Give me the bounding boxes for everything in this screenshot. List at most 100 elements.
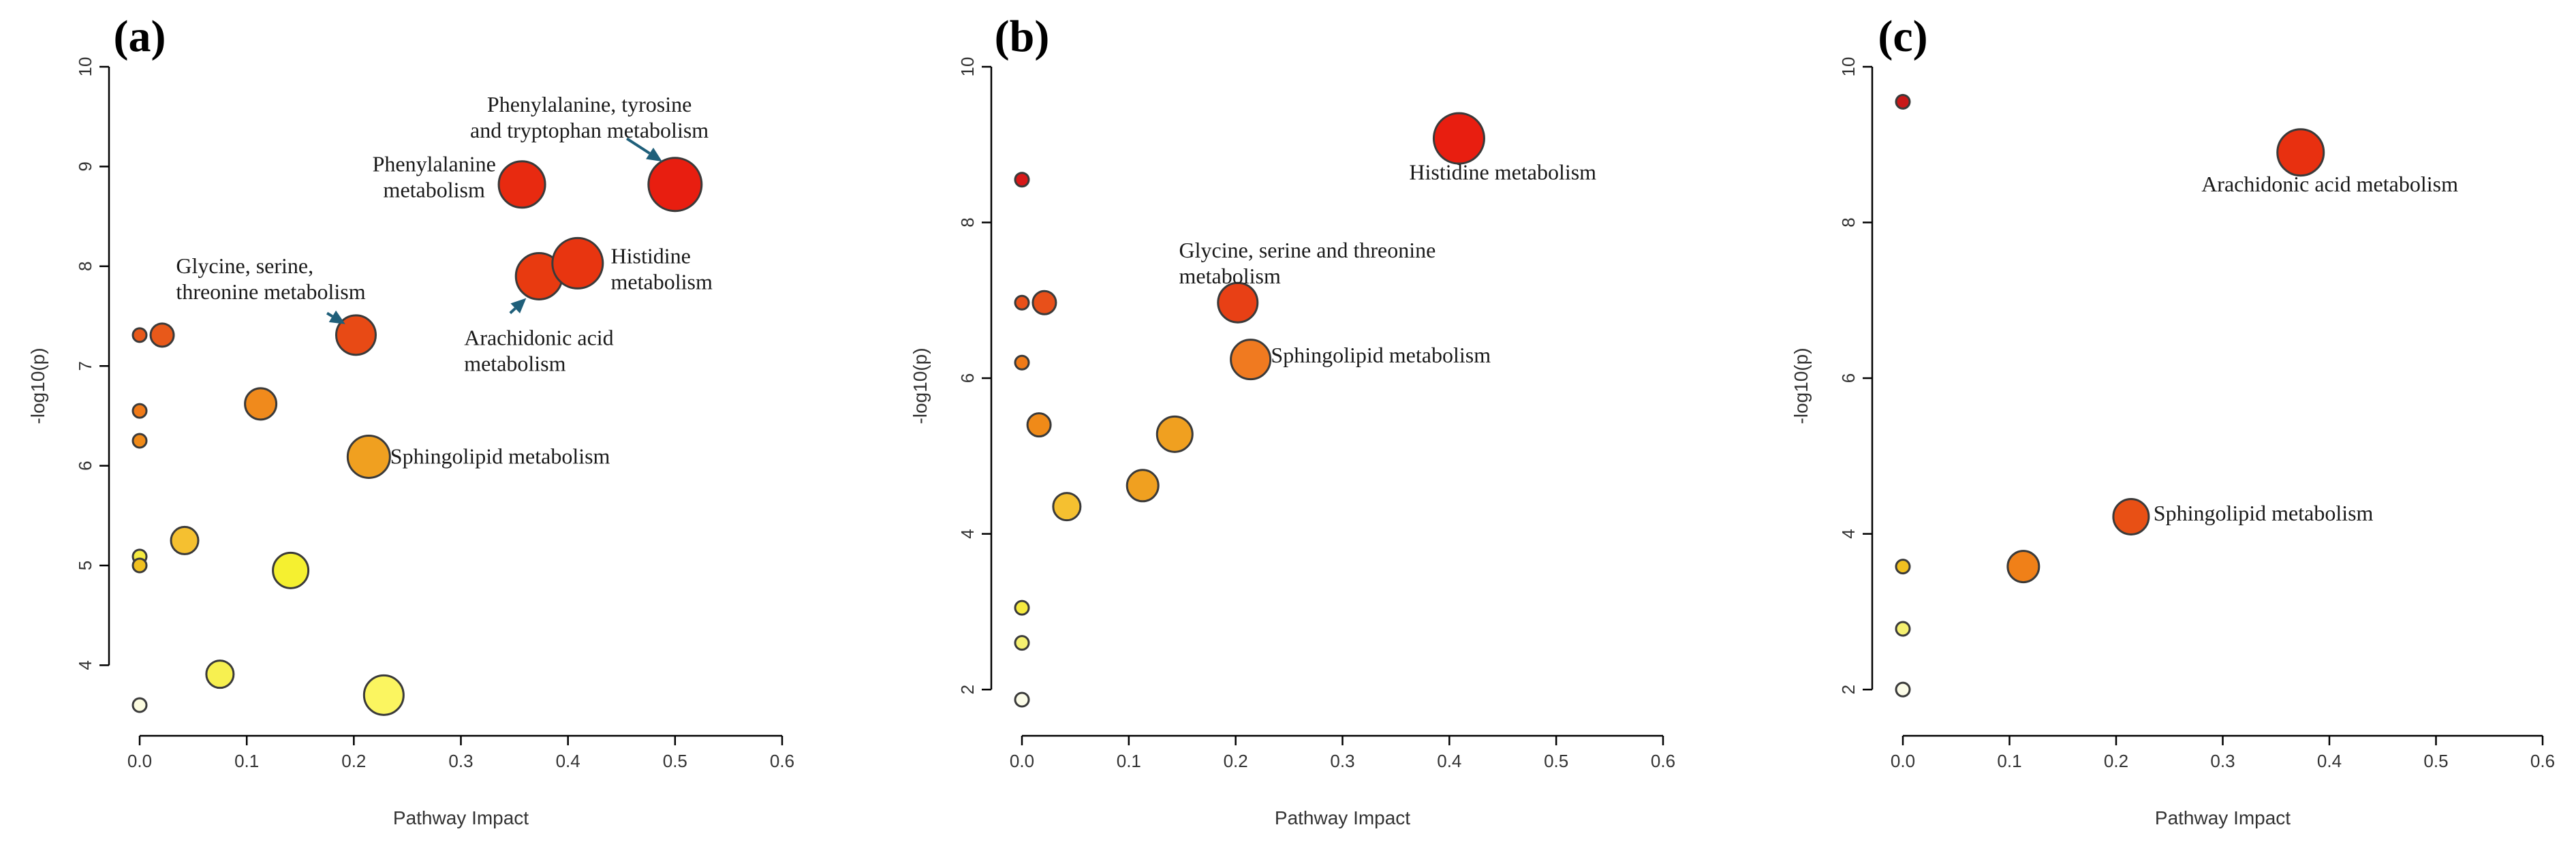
annotation-arrow bbox=[509, 307, 516, 315]
y-tick-label: 8 bbox=[75, 262, 95, 271]
y-tick-label: 2 bbox=[1838, 685, 1859, 694]
x-tick-label: 0.4 bbox=[2317, 751, 2342, 771]
x-tick-label: 0.3 bbox=[1330, 751, 1354, 771]
data-point bbox=[205, 659, 235, 689]
x-axis-title: Pathway Impact bbox=[2155, 807, 2291, 828]
data-point bbox=[1014, 600, 1030, 616]
y-tick-label: 5 bbox=[75, 561, 95, 570]
data-point bbox=[1014, 354, 1030, 371]
data-point bbox=[170, 525, 200, 555]
x-axis-title: Pathway Impact bbox=[393, 807, 529, 828]
panel-label: (a) bbox=[114, 12, 166, 61]
data-point bbox=[131, 697, 148, 713]
x-tick-label: 0.2 bbox=[2104, 751, 2128, 771]
data-point bbox=[1014, 635, 1030, 651]
x-tick-label: 0.6 bbox=[1651, 751, 1675, 771]
annotation-label: Sphingolipid metabolism bbox=[2154, 501, 2374, 525]
y-tick-label: 8 bbox=[957, 217, 978, 227]
chart-panel-1: (a) 0.0 0.1 0.2 0.3 0.4 0.5 0.6 4 5 6 7 8 9 10 Pathway … bbox=[27, 12, 794, 828]
data-point bbox=[1052, 492, 1082, 522]
data-point bbox=[149, 322, 175, 348]
data-point bbox=[647, 157, 703, 213]
y-tick-label: 10 bbox=[75, 57, 95, 77]
x-tick-label: 0.5 bbox=[2423, 751, 2448, 771]
x-tick-label: 0.1 bbox=[1997, 751, 2021, 771]
annotation-arrow bbox=[626, 137, 651, 155]
data-point bbox=[1895, 93, 1911, 110]
data-point bbox=[244, 387, 278, 421]
data-point bbox=[1026, 412, 1052, 438]
y-tick-label: 4 bbox=[1838, 529, 1859, 538]
y-tick-label: 7 bbox=[75, 361, 95, 371]
x-tick-label: 0.0 bbox=[1891, 751, 1915, 771]
annotation-arrow bbox=[326, 311, 333, 318]
data-point bbox=[1014, 172, 1030, 188]
annotation-label: Arachidonic acid metabolism bbox=[2201, 172, 2458, 196]
x-tick-label: 0.3 bbox=[448, 751, 473, 771]
data-point bbox=[551, 236, 604, 290]
y-axis-title: -log10(p) bbox=[910, 347, 931, 424]
y-tick-label: 4 bbox=[75, 660, 95, 670]
data-point bbox=[1014, 691, 1030, 708]
data-point bbox=[2276, 128, 2325, 177]
data-point bbox=[362, 674, 405, 716]
y-tick-label: 6 bbox=[1838, 373, 1859, 383]
data-point bbox=[1895, 681, 1911, 698]
x-tick-label: 0.1 bbox=[234, 751, 259, 771]
y-tick-label: 9 bbox=[75, 161, 95, 171]
annotation-label: Phenylalanine, tyrosine and tryptophan me… bbox=[470, 92, 709, 142]
x-tick-label: 0.6 bbox=[770, 751, 794, 771]
y-tick-label: 4 bbox=[957, 529, 978, 538]
annotation-arrow-head bbox=[328, 310, 345, 324]
x-tick-label: 0.2 bbox=[341, 751, 366, 771]
data-point bbox=[1217, 281, 1259, 324]
data-point bbox=[335, 314, 377, 356]
data-point bbox=[131, 557, 148, 574]
annotation-label: Sphingolipid metabolism bbox=[390, 444, 610, 469]
data-point bbox=[1031, 290, 1057, 315]
y-axis-title: -log10(p) bbox=[1790, 347, 1812, 424]
panel-label: (b) bbox=[995, 12, 1050, 61]
data-point bbox=[2112, 497, 2150, 535]
annotation-label: Glycine, serine and threonine metabolism bbox=[1179, 238, 1436, 288]
x-tick-label: 0.5 bbox=[663, 751, 687, 771]
data-point bbox=[346, 434, 391, 479]
chart-panel-3: (c) 0.0 0.1 0.2 0.3 0.4 0.5 0.6 2 4 6 8 10 Pathway Im… bbox=[1790, 12, 2555, 828]
annotation-label: Histidine metabolism bbox=[1409, 160, 1596, 185]
x-tick-label: 0.1 bbox=[1117, 751, 1141, 771]
annotation-label: Arachidonic acid metabolism bbox=[464, 325, 613, 375]
panel-label: (c) bbox=[1878, 12, 1927, 61]
x-tick-label: 0.2 bbox=[1224, 751, 1248, 771]
chart-panel-2: (b) 0.0 0.1 0.2 0.3 0.4 0.5 0.6 2 4 6 8 10 Pathway Im… bbox=[910, 12, 1675, 828]
y-tick-label: 10 bbox=[957, 57, 978, 77]
annotation-arrow-head bbox=[646, 147, 662, 162]
data-point bbox=[1126, 469, 1160, 503]
data-point bbox=[1014, 294, 1030, 311]
x-tick-label: 0.4 bbox=[1437, 751, 1461, 771]
y-tick-label: 8 bbox=[1838, 217, 1859, 227]
x-tick-label: 0.5 bbox=[1544, 751, 1568, 771]
y-tick-label: 6 bbox=[957, 373, 978, 383]
annotation-label: Sphingolipid metabolism bbox=[1271, 343, 1491, 367]
data-point bbox=[131, 327, 148, 343]
annotation-label: Histidine metabolism bbox=[611, 243, 713, 294]
data-point bbox=[497, 160, 546, 209]
y-tick-label: 10 bbox=[1838, 57, 1859, 77]
data-point bbox=[2006, 550, 2040, 584]
y-axis-title: -log10(p) bbox=[27, 347, 48, 424]
data-point bbox=[1155, 415, 1194, 453]
data-point bbox=[1895, 621, 1911, 637]
data-point bbox=[272, 551, 310, 589]
annotation-label: Glycine, serine, threonine metabolism bbox=[176, 253, 365, 304]
x-tick-label: 0.4 bbox=[556, 751, 580, 771]
y-tick-label: 6 bbox=[75, 461, 95, 470]
annotation-label: Phenylalanine metabolism bbox=[373, 152, 496, 202]
data-point bbox=[1895, 559, 1911, 575]
y-tick-label: 2 bbox=[957, 685, 978, 694]
x-tick-label: 0.3 bbox=[2210, 751, 2235, 771]
x-axis-title: Pathway Impact bbox=[1275, 807, 1410, 828]
x-tick-label: 0.0 bbox=[127, 751, 152, 771]
x-tick-label: 0.6 bbox=[2530, 751, 2555, 771]
data-point bbox=[1432, 112, 1485, 165]
